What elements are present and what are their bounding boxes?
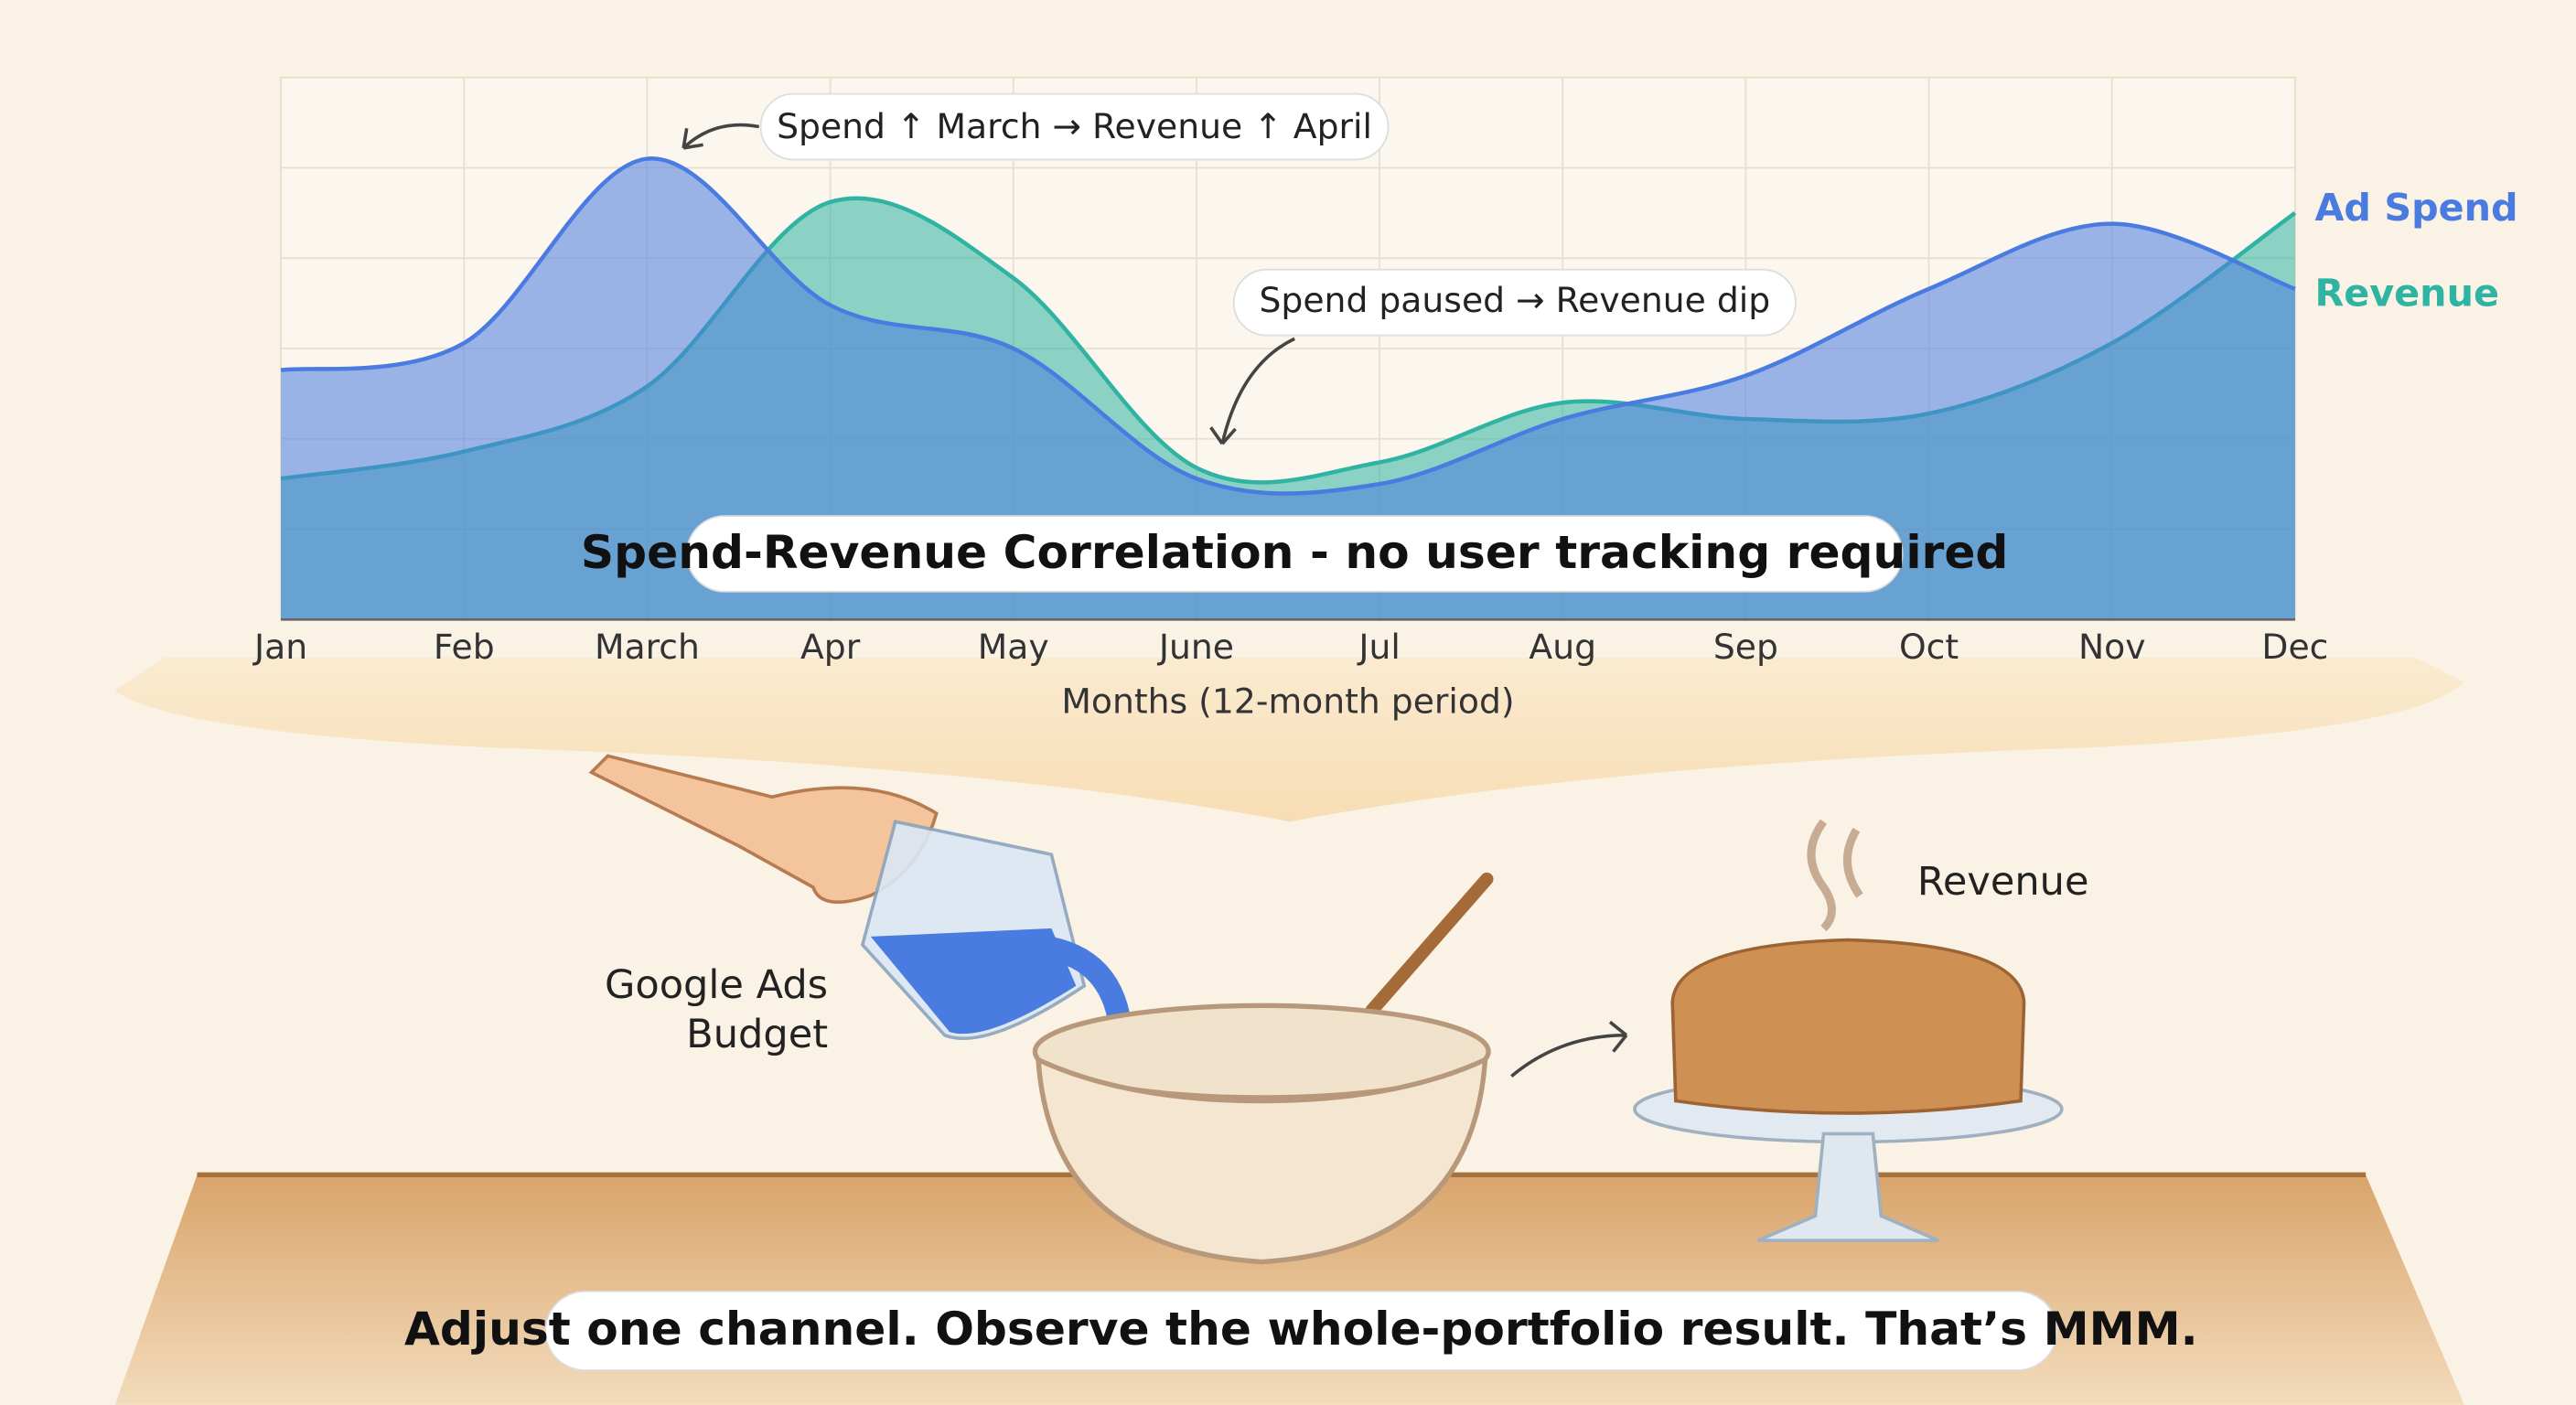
bowl — [1036, 1056, 1488, 1265]
x-tick-label: May — [978, 627, 1049, 667]
budget-label: Google Ads — [605, 962, 828, 1008]
jug-water — [870, 928, 1077, 1035]
x-tick-label: Nov — [2078, 627, 2146, 667]
funnel — [114, 657, 2464, 822]
caption-box — [685, 515, 1904, 593]
x-tick-label: Apr — [800, 627, 861, 667]
arrow — [1209, 337, 1295, 445]
caption: Spend-Revenue Correlation - no user trac… — [581, 525, 2009, 579]
cake — [1670, 938, 2026, 1115]
annotation: Spend paused → Revenue dip — [1260, 280, 1771, 320]
legend-entry: Revenue — [2314, 272, 2499, 316]
x-tick-label: Dec — [2261, 627, 2328, 667]
area — [281, 158, 2295, 620]
arrow — [682, 123, 760, 150]
annotation-box — [1232, 268, 1797, 337]
x-tick-label: Jan — [252, 627, 307, 667]
legend-entry: Ad Spend — [2314, 186, 2517, 230]
x-tick-label: Jul — [1357, 627, 1401, 667]
x-tick-label: Sep — [1713, 627, 1778, 667]
x-tick-label: Feb — [434, 627, 495, 667]
arrow — [1510, 1020, 1628, 1078]
stand-base — [1756, 1132, 1939, 1242]
budget-label: Budget — [686, 1012, 828, 1057]
plot — [280, 77, 2297, 621]
annotation: Spend ↑ March → Revenue ↑ April — [777, 106, 1372, 146]
revenue-label: Revenue — [1917, 859, 2089, 905]
footer: Adjust one channel. Observe the whole-po… — [404, 1302, 2198, 1356]
annotation-box — [759, 92, 1390, 161]
x-axis-label: Months (12-month period) — [1061, 681, 1514, 721]
steam — [1807, 819, 1863, 932]
line — [280, 156, 2296, 496]
whisk-handle — [1365, 872, 1494, 1017]
x-tick-label: March — [595, 627, 700, 667]
x-tick-label: June — [1157, 627, 1234, 667]
x-tick-label: Aug — [1529, 627, 1596, 667]
bowl-rim — [1032, 1003, 1491, 1100]
x-tick-label: Oct — [1899, 627, 1959, 667]
footer-box — [544, 1290, 2058, 1371]
